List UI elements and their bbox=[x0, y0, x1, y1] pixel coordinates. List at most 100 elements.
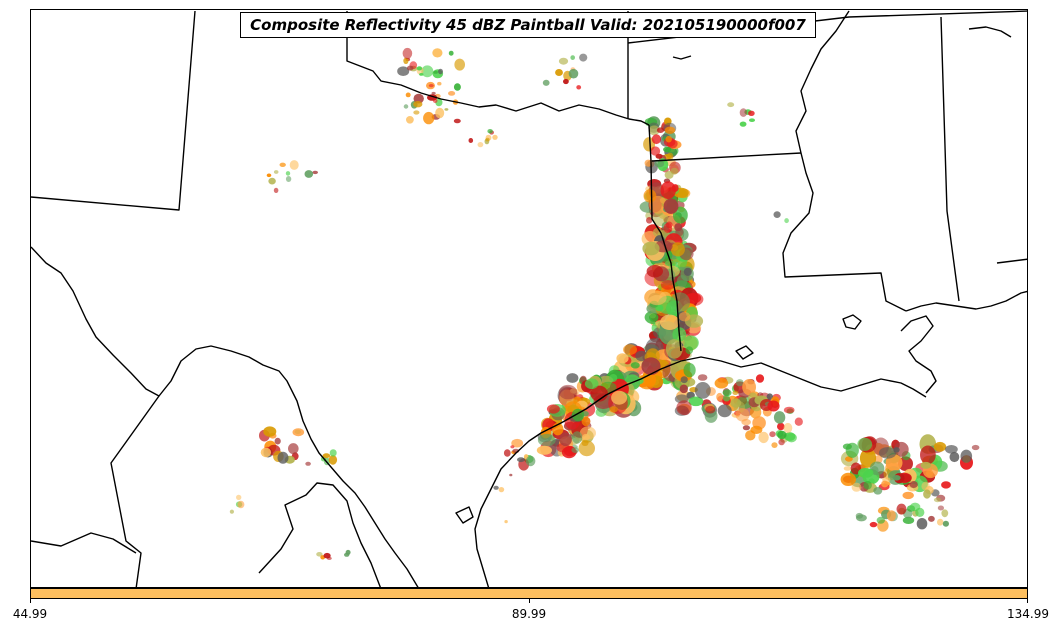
reflectivity-blob bbox=[525, 455, 536, 467]
reflectivity-blob bbox=[685, 346, 694, 355]
reflectivity-blob bbox=[773, 411, 786, 424]
reflectivity-blob bbox=[432, 98, 438, 104]
reflectivity-blob bbox=[568, 68, 579, 79]
reflectivity-blob bbox=[273, 187, 279, 193]
state-boundary-texas-east bbox=[648, 124, 682, 352]
reflectivity-blob bbox=[916, 518, 928, 530]
reflectivity-blob bbox=[503, 449, 511, 457]
state-boundary-arkansas-louisiana bbox=[651, 152, 802, 162]
reflectivity-blob bbox=[688, 396, 704, 407]
reflectivity-blob bbox=[611, 390, 628, 405]
reflectivity-blob bbox=[510, 445, 515, 449]
reflectivity-blob bbox=[650, 146, 661, 156]
reflectivity-blob bbox=[403, 104, 409, 109]
mississippi-river bbox=[782, 10, 907, 312]
arkansas-river-detail bbox=[672, 55, 692, 60]
reflectivity-blob bbox=[643, 189, 657, 203]
reflectivity-blob bbox=[566, 373, 579, 383]
reflectivity-blob bbox=[777, 422, 785, 431]
reflectivity-blob bbox=[656, 127, 665, 133]
reflectivity-blob bbox=[468, 138, 474, 143]
reflectivity-blob bbox=[579, 53, 588, 62]
reflectivity-blob bbox=[694, 382, 711, 399]
reflectivity-blob bbox=[920, 445, 936, 465]
reflectivity-blob bbox=[432, 48, 443, 58]
reflectivity-blob bbox=[666, 152, 674, 161]
reflectivity-blob bbox=[664, 260, 676, 267]
colorbar-tick-middle bbox=[529, 599, 530, 603]
reflectivity-paintball-layer bbox=[229, 47, 980, 561]
reflectivity-blob bbox=[651, 134, 662, 145]
reflectivity-blob bbox=[403, 57, 409, 64]
mexico-state-boundary-3 bbox=[258, 482, 381, 587]
reflectivity-blob bbox=[933, 441, 947, 452]
reflectivity-blob bbox=[739, 121, 747, 127]
reflectivity-blob bbox=[722, 394, 731, 402]
map-canvas bbox=[31, 10, 1027, 587]
reflectivity-blob bbox=[623, 344, 637, 355]
coastal-bay-2 bbox=[735, 345, 754, 360]
reflectivity-blob bbox=[794, 417, 803, 426]
reflectivity-blob bbox=[423, 111, 435, 125]
reflectivity-blob bbox=[741, 418, 751, 426]
state-boundary-florida bbox=[996, 258, 1027, 264]
reflectivity-blob bbox=[909, 481, 918, 488]
reflectivity-blob bbox=[843, 466, 852, 471]
reflectivity-blob bbox=[312, 170, 319, 175]
reflectivity-blob bbox=[292, 428, 305, 437]
reflectivity-blob bbox=[749, 118, 755, 122]
reflectivity-blob bbox=[665, 135, 672, 143]
map-frame bbox=[30, 9, 1028, 588]
reflectivity-blob bbox=[421, 65, 434, 78]
reflectivity-blob bbox=[665, 339, 683, 359]
reflectivity-blob bbox=[304, 170, 314, 178]
reflectivity-blob bbox=[438, 68, 443, 75]
reflectivity-blob bbox=[616, 353, 629, 364]
reflectivity-blob bbox=[444, 108, 449, 111]
reflectivity-blob bbox=[236, 494, 242, 500]
reflectivity-blob bbox=[416, 66, 423, 71]
reflectivity-blob bbox=[419, 73, 424, 76]
reflectivity-blob bbox=[878, 447, 897, 459]
colorbar-tick-right bbox=[1027, 599, 1028, 603]
reflectivity-blob bbox=[663, 223, 673, 233]
reflectivity-blob bbox=[454, 58, 466, 71]
reflectivity-blob bbox=[448, 91, 456, 96]
reflectivity-blob bbox=[477, 142, 484, 148]
reflectivity-blob bbox=[433, 70, 438, 74]
reflectivity-blob bbox=[642, 241, 660, 256]
reflectivity-blob bbox=[714, 377, 729, 389]
reflectivity-blob bbox=[584, 378, 599, 390]
reflectivity-blob bbox=[766, 393, 773, 401]
reflectivity-blob bbox=[902, 491, 914, 500]
reflectivity-blob bbox=[285, 171, 291, 176]
reflectivity-blob bbox=[771, 442, 778, 448]
reflectivity-blob bbox=[902, 516, 915, 525]
reflectivity-blob bbox=[448, 50, 454, 56]
reflectivity-blob bbox=[886, 510, 897, 522]
reflectivity-blob bbox=[845, 442, 859, 458]
reflectivity-blob bbox=[329, 449, 337, 457]
reflectivity-blob bbox=[660, 181, 676, 200]
reflectivity-blob bbox=[705, 405, 716, 414]
reflectivity-blob bbox=[581, 439, 589, 446]
reflectivity-blob bbox=[402, 47, 413, 59]
reflectivity-blob bbox=[937, 518, 944, 526]
reflectivity-blob bbox=[498, 487, 505, 493]
reflectivity-blob bbox=[263, 426, 277, 437]
reflectivity-blob bbox=[784, 218, 789, 224]
reflectivity-blob bbox=[784, 432, 796, 441]
reflectivity-blob bbox=[323, 552, 331, 559]
reflectivity-blob bbox=[555, 69, 563, 76]
reflectivity-blob bbox=[581, 416, 591, 427]
reflectivity-blob bbox=[855, 514, 867, 522]
reflectivity-blob bbox=[945, 445, 958, 454]
reflectivity-blob bbox=[649, 313, 659, 322]
reflectivity-blob bbox=[576, 85, 582, 90]
reflectivity-blob bbox=[921, 481, 930, 491]
reflectivity-blob bbox=[428, 84, 434, 88]
reflectivity-blob bbox=[647, 290, 667, 306]
reflectivity-blob bbox=[305, 461, 311, 466]
state-boundary-nm-west bbox=[31, 10, 196, 211]
reflectivity-blob bbox=[268, 177, 276, 185]
